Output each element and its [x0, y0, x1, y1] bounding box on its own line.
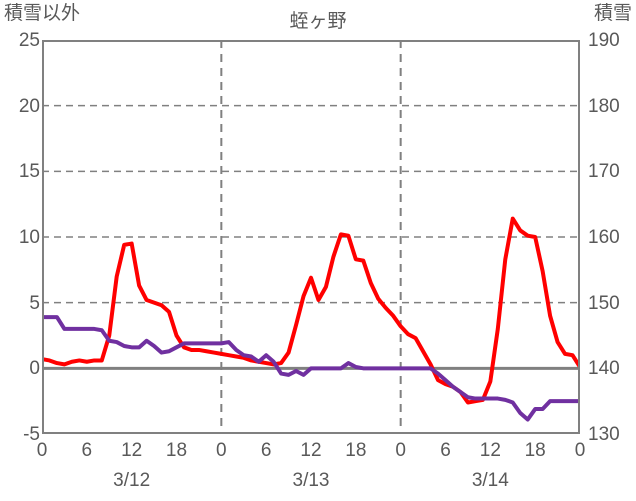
x-tick-label: 6: [81, 440, 93, 461]
left-ytick-label: 0: [29, 358, 40, 380]
right-ytick-label: 170: [588, 161, 620, 183]
left-ytick-label: 10: [18, 227, 40, 248]
x-tick-label: 0: [36, 440, 48, 461]
plot-border: [42, 40, 580, 434]
x-tick-label: 6: [440, 440, 451, 461]
series-line-snow: [42, 315, 580, 422]
x-tick-label: 18: [165, 440, 188, 461]
right-axis-title: 積雪: [593, 3, 632, 24]
right-ytick-label: 160: [588, 227, 620, 248]
left-ytick-label: 15: [18, 161, 40, 183]
left-ytick-label: 5: [29, 292, 40, 314]
left-ytick-label: -5: [23, 424, 40, 445]
day-label: 3/13: [292, 470, 330, 491]
x-tick-label: 0: [574, 440, 586, 461]
x-tick-label: 18: [524, 440, 546, 461]
right-ytick-label: 190: [588, 30, 620, 51]
x-tick-label: 12: [479, 440, 501, 461]
x-tick-label: 12: [300, 440, 322, 461]
chart-svg: [42, 40, 580, 434]
left-ytick-label: 25: [18, 30, 40, 51]
x-tick-label: 6: [260, 440, 272, 461]
left-ytick-label: 20: [18, 95, 40, 117]
plot-area: [42, 40, 580, 434]
right-ytick-label: 140: [588, 358, 620, 380]
x-tick-label: 0: [216, 440, 227, 461]
day-label: 3/12: [113, 470, 151, 491]
series-layer: [42, 216, 580, 422]
right-ytick-label: 180: [588, 95, 620, 117]
right-ytick-label: 130: [588, 424, 620, 445]
series-line-other: [42, 216, 580, 405]
x-tick-label: 0: [395, 440, 406, 461]
left-axis-title: 積雪以外: [4, 3, 81, 24]
gridlines: [42, 40, 580, 434]
chart-title: 蛭ヶ野: [289, 11, 347, 32]
x-tick-label: 12: [121, 440, 143, 461]
day-label: 3/14: [471, 470, 509, 491]
right-ytick-label: 150: [588, 292, 620, 314]
x-tick-label: 18: [345, 440, 367, 461]
